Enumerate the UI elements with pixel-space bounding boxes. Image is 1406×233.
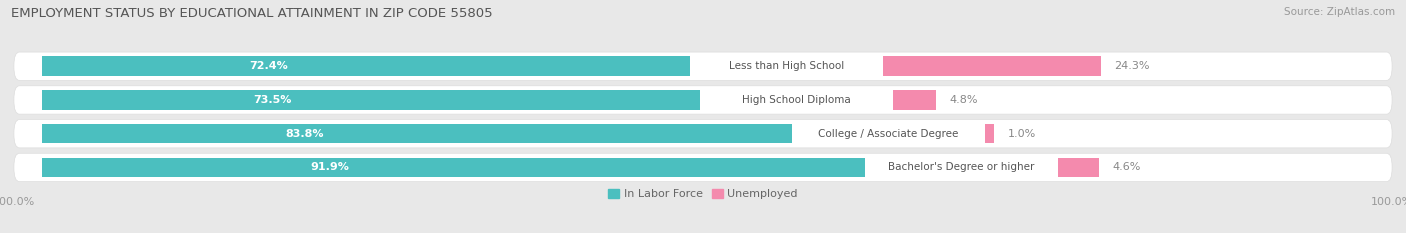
Text: College / Associate Degree: College / Associate Degree	[818, 129, 959, 139]
FancyBboxPatch shape	[14, 153, 1392, 182]
Bar	[42, 158, 865, 177]
Text: 24.3%: 24.3%	[1115, 61, 1150, 71]
Text: Source: ZipAtlas.com: Source: ZipAtlas.com	[1284, 7, 1395, 17]
Text: 72.4%: 72.4%	[249, 61, 288, 71]
Text: EMPLOYMENT STATUS BY EDUCATIONAL ATTAINMENT IN ZIP CODE 55805: EMPLOYMENT STATUS BY EDUCATIONAL ATTAINM…	[11, 7, 494, 20]
Text: 1.0%: 1.0%	[1008, 129, 1036, 139]
Text: Less than High School: Less than High School	[728, 61, 844, 71]
Text: High School Diploma: High School Diploma	[742, 95, 851, 105]
FancyBboxPatch shape	[14, 120, 1392, 148]
Bar	[883, 56, 1101, 76]
FancyBboxPatch shape	[14, 86, 1392, 114]
Text: 4.8%: 4.8%	[949, 95, 979, 105]
Text: Bachelor's Degree or higher: Bachelor's Degree or higher	[889, 162, 1035, 172]
Bar	[986, 124, 994, 144]
Text: 4.6%: 4.6%	[1112, 162, 1140, 172]
Legend: In Labor Force, Unemployed: In Labor Force, Unemployed	[603, 184, 803, 203]
FancyBboxPatch shape	[14, 52, 1392, 80]
Bar	[42, 124, 792, 144]
Bar	[893, 90, 936, 110]
Text: 73.5%: 73.5%	[253, 95, 291, 105]
Bar	[42, 90, 700, 110]
Text: 91.9%: 91.9%	[311, 162, 349, 172]
Text: 83.8%: 83.8%	[285, 129, 323, 139]
Bar	[1057, 158, 1099, 177]
Bar	[42, 56, 690, 76]
